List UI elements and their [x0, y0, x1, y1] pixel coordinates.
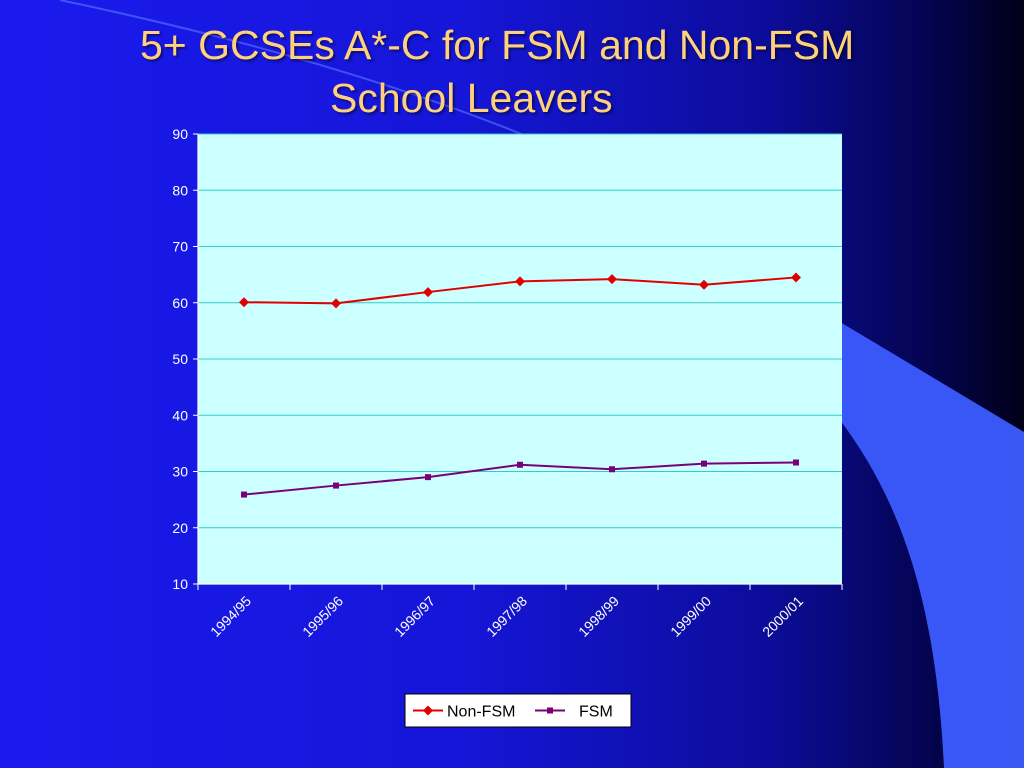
y-tick-label: 70 [172, 239, 188, 255]
data-point-fsm [517, 461, 523, 468]
y-tick-label: 10 [172, 576, 188, 592]
x-tick-label: 1996/97 [391, 593, 438, 640]
data-point-fsm [333, 482, 339, 489]
background-swoosh-line [59, 0, 561, 151]
data-point-fsm [241, 491, 247, 498]
y-tick-label: 30 [172, 464, 188, 480]
data-point-non-fsm [239, 297, 249, 308]
data-point-non-fsm [791, 272, 801, 283]
legend-swatch-marker [423, 705, 433, 716]
legend-swatch-marker [547, 707, 553, 714]
data-point-fsm [609, 466, 615, 473]
x-tick-label: 2000/01 [759, 593, 806, 640]
x-tick-label: 1997/98 [483, 593, 530, 640]
y-tick-label: 90 [172, 126, 188, 142]
y-tick-label: 40 [172, 407, 188, 423]
data-point-non-fsm [515, 276, 525, 287]
x-tick-label: 1998/99 [575, 593, 622, 640]
x-tick-label: 1995/96 [299, 593, 346, 640]
slide-subtitle: School Leavers [330, 75, 613, 121]
data-point-fsm [793, 459, 799, 466]
legend-label-fsm: FSM [579, 704, 613, 721]
y-tick-label: 20 [172, 520, 188, 536]
data-point-non-fsm [423, 287, 433, 298]
legend-label-non-fsm: Non-FSM [447, 704, 515, 721]
x-tick-label: 1999/00 [667, 593, 714, 640]
data-point-non-fsm [331, 298, 341, 309]
data-point-fsm [425, 474, 431, 481]
data-point-non-fsm [607, 274, 617, 285]
data-point-non-fsm [699, 279, 709, 290]
y-tick-label: 80 [172, 182, 188, 198]
data-point-fsm [701, 460, 707, 467]
background-curve-band [840, 322, 1024, 768]
slide-title: 5+ GCSEs A*-C for FSM and Non-FSM [140, 22, 855, 68]
x-tick-label: 1994/95 [207, 593, 254, 640]
y-tick-label: 50 [172, 351, 188, 367]
y-tick-label: 60 [172, 295, 188, 311]
